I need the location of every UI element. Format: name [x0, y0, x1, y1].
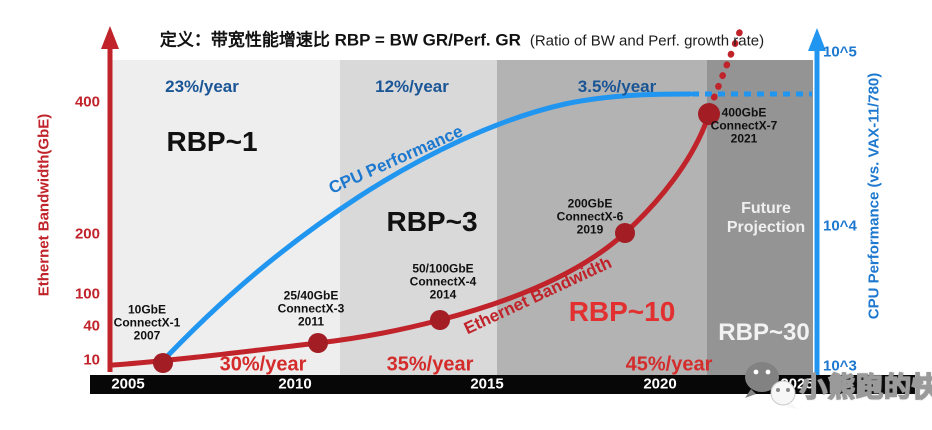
rbp-label-30: RBP~30 [718, 319, 810, 346]
data-point-connectx3 [308, 333, 328, 353]
milestone-speed: 25/40GbE [283, 288, 339, 303]
timeline-bar [90, 375, 915, 394]
rbp-label-3: RBP~3 [386, 206, 478, 237]
bandwidth-axis-arrow-icon [101, 26, 119, 49]
data-point-connectx7 [698, 103, 720, 125]
cpu-tick-1e4: 10^4 [823, 217, 857, 235]
milestone-product: ConnectX-4 [409, 274, 477, 289]
milestone-year: 2007 [133, 328, 161, 343]
era-band-rbp1 [110, 60, 340, 375]
watermark-text: 小熊跑的快 [799, 372, 932, 404]
rbp-label-10: RBP~10 [568, 296, 676, 327]
milestone-speed: 200GbE [567, 196, 613, 211]
data-point-connectx4 [430, 310, 450, 330]
milestone-connectx6: 200GbE ConnectX-6 2019 [556, 196, 624, 237]
bw-growth-label-era3: 45%/year [625, 353, 713, 376]
cpu-axis-arrow-icon [808, 28, 826, 51]
wechat-logo-icon [745, 362, 797, 409]
milestone-connectx4: 50/100GbE ConnectX-4 2014 [409, 261, 477, 302]
year-2015: 2015 [470, 375, 504, 393]
year-2010: 2010 [278, 375, 312, 393]
cpu-growth-label-era2: 12%/year [375, 77, 449, 96]
milestone-year: 2011 [297, 314, 325, 329]
page-title: 定义：带宽性能增速比 RBP = BW GR/Perf. GR (Ratio o… [160, 26, 764, 51]
milestone-product: ConnectX-6 [556, 209, 624, 224]
cpu-tick-1e5: 10^5 [823, 43, 857, 61]
cpu-tick-1e3: 10^3 [823, 357, 857, 375]
milestone-year: 2019 [576, 222, 604, 237]
year-2005: 2005 [111, 375, 145, 393]
data-point-connectx6 [615, 223, 635, 243]
future-projection-label: Future Projection [727, 199, 805, 237]
milestone-connectx3: 25/40GbE ConnectX-3 2011 [277, 288, 345, 329]
year-2020: 2020 [643, 375, 677, 393]
bandwidth-tick-400: 400 [74, 93, 100, 111]
milestone-speed: 400GbE [721, 105, 767, 120]
era-band-rbp3 [340, 60, 497, 375]
milestone-product: ConnectX-3 [277, 301, 345, 316]
bandwidth-tick-100: 100 [74, 285, 100, 303]
milestone-speed: 50/100GbE [412, 261, 474, 276]
bandwidth-projection-dotted-line [706, 22, 746, 112]
rbp-label-1: RBP~1 [166, 126, 258, 157]
milestone-year: 2014 [429, 287, 457, 302]
milestone-speed: 10GbE [127, 302, 166, 317]
bandwidth-tick-200: 200 [74, 225, 100, 243]
bandwidth-tick-40: 40 [83, 317, 100, 335]
milestone-product: ConnectX-7 [710, 118, 778, 133]
milestone-product: ConnectX-1 [113, 315, 181, 330]
bw-growth-label-era1: 30%/year [219, 353, 307, 376]
title-definition: 定义：带宽性能增速比 RBP = BW GR/Perf. GR [159, 30, 521, 50]
cpu-growth-label-era1: 23%/year [165, 77, 239, 96]
future-projection-line2: Projection [726, 219, 806, 236]
milestone-year: 2021 [730, 131, 758, 146]
title-note: (Ratio of BW and Perf. growth rate) [529, 32, 765, 50]
bandwidth-tick-10: 10 [83, 351, 100, 369]
bw-growth-label-era2: 35%/year [386, 353, 474, 376]
cpu-growth-label-era3: 3.5%/year [577, 77, 657, 96]
milestone-connectx1: 10GbE ConnectX-1 2007 [113, 302, 181, 343]
future-projection-line1: Future [741, 200, 791, 217]
era-band-rbp30 [707, 60, 813, 375]
data-point-connectx1 [153, 353, 173, 373]
milestone-connectx7: 400GbE ConnectX-7 2021 [710, 105, 778, 146]
cpu-performance-curve [155, 91, 693, 369]
